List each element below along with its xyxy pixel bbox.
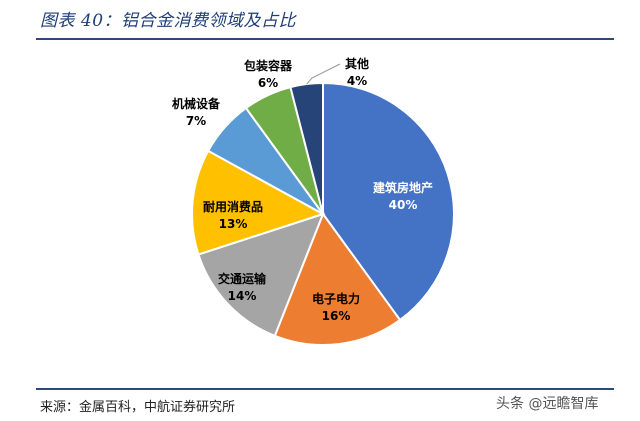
slice-other-pct: 4% bbox=[347, 74, 367, 88]
title-divider bbox=[36, 38, 614, 40]
footer-divider bbox=[36, 388, 614, 390]
slice-transport-pct: 14% bbox=[228, 289, 257, 303]
slice-building-pct: 40% bbox=[389, 198, 418, 212]
source-note: 来源：金属百科，中航证券研究所 bbox=[40, 400, 236, 415]
slice-transport-label: 交通运输 bbox=[218, 271, 267, 286]
leader-line-other bbox=[306, 63, 341, 85]
slice-packaging-pct: 6% bbox=[258, 76, 278, 90]
slice-building bbox=[322, 81, 455, 322]
slice-consumer-pct: 13% bbox=[219, 217, 248, 231]
slice-machinery-pct: 7% bbox=[186, 114, 206, 128]
slice-other-label: 其他 bbox=[345, 56, 369, 71]
slice-machinery-label: 机械设备 bbox=[172, 96, 221, 111]
slice-packaging-label: 包装容器 bbox=[243, 58, 293, 73]
slice-consumer-label: 耐用消费品 bbox=[203, 199, 263, 214]
slice-consumer bbox=[191, 149, 326, 256]
slice-electric-label: 电子电力 bbox=[312, 291, 360, 306]
slice-electric-pct: 16% bbox=[322, 309, 351, 323]
slice-electric bbox=[273, 211, 402, 346]
figure-title: 图表 40：铝合金消费领域及占比 bbox=[40, 11, 297, 31]
watermark: 头条 @远瞻智库 bbox=[496, 396, 599, 412]
slice-building-label: 建筑房地产 bbox=[372, 180, 433, 195]
